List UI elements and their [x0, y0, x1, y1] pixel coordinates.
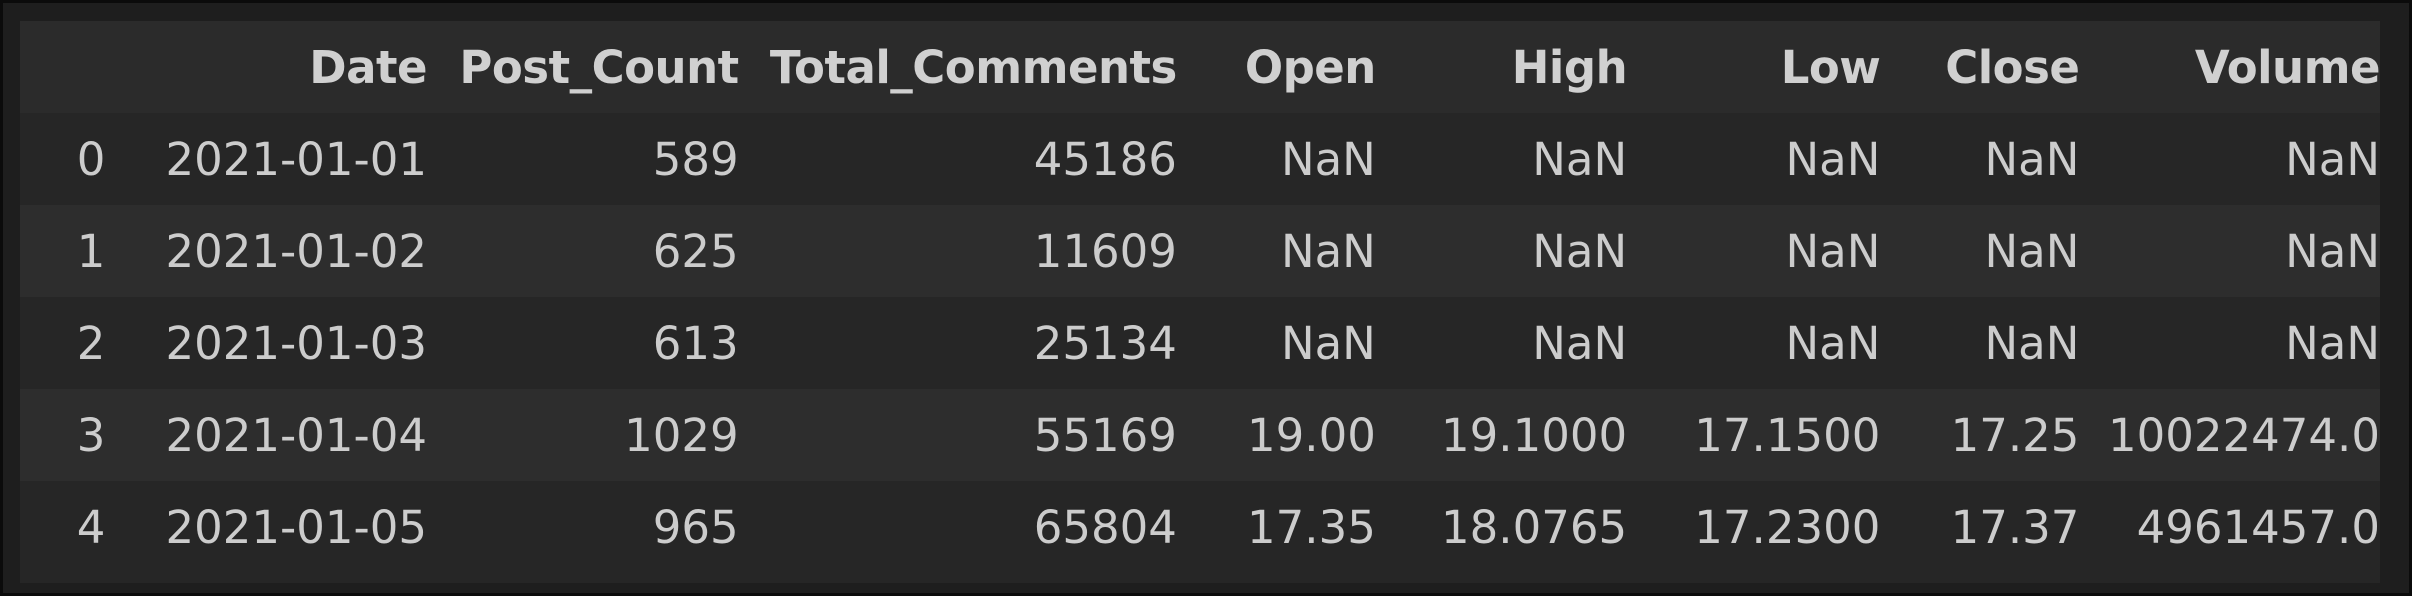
cell-total-comments: 25134 — [1033, 316, 1177, 370]
cell-date: 2021-01-04 — [165, 408, 428, 462]
cell-total-comments: 11609 — [1033, 224, 1177, 278]
cell-date: 2021-01-01 — [165, 132, 428, 186]
column-header-open: Open — [1244, 40, 1377, 94]
cell-high: NaN — [1532, 132, 1628, 186]
cell-post-count: 965 — [652, 500, 739, 554]
table-row: 0 2021-01-01 589 45186 NaN NaN NaN NaN N… — [20, 113, 2380, 205]
cell-high: 18.0765 — [1441, 500, 1628, 554]
cell-post-count: 589 — [652, 132, 739, 186]
cell-total-comments: 45186 — [1033, 132, 1177, 186]
column-header-post-count: Post_Count — [459, 40, 739, 94]
column-header-volume: Volume — [2194, 40, 2381, 94]
cell-total-comments: 55169 — [1033, 408, 1177, 462]
cell-date: 2021-01-03 — [165, 316, 428, 370]
cell-low: NaN — [1785, 316, 1881, 370]
cell-volume: NaN — [2285, 224, 2380, 278]
cell-post-count: 613 — [652, 316, 739, 370]
cell-post-count: 1029 — [624, 408, 739, 462]
row-index: 1 — [76, 224, 106, 278]
row-index: 3 — [76, 408, 106, 462]
cell-open: NaN — [1280, 224, 1376, 278]
cell-volume: 10022474.0 — [2108, 408, 2380, 462]
table-row: 2 2021-01-03 613 25134 NaN NaN NaN NaN N… — [20, 297, 2380, 389]
cell-date: 2021-01-02 — [165, 224, 428, 278]
row-index: 4 — [76, 500, 106, 554]
table-row: 4 2021-01-05 965 65804 17.35 18.0765 17.… — [20, 481, 2380, 573]
cell-open: 19.00 — [1247, 408, 1376, 462]
column-header-high: High — [1511, 40, 1628, 94]
cell-open: NaN — [1280, 316, 1376, 370]
cell-close: 17.25 — [1950, 408, 2080, 462]
cell-volume: NaN — [2285, 316, 2380, 370]
cell-low: 17.1500 — [1694, 408, 1881, 462]
cell-post-count: 625 — [652, 224, 739, 278]
row-index: 0 — [76, 132, 106, 186]
cell-high: NaN — [1532, 316, 1628, 370]
table-bottom-strip — [20, 573, 2380, 583]
column-header-date: Date — [309, 40, 428, 94]
cell-close: 17.37 — [1950, 500, 2080, 554]
cell-date: 2021-01-05 — [165, 500, 428, 554]
table-row: 1 2021-01-02 625 11609 NaN NaN NaN NaN N… — [20, 205, 2380, 297]
header-row: Date Post_Count Total_Comments Open High… — [20, 21, 2380, 113]
cell-close: NaN — [1984, 224, 2080, 278]
cell-close: NaN — [1984, 316, 2080, 370]
column-header-total-comments: Total_Comments — [769, 40, 1178, 94]
cell-high: NaN — [1532, 224, 1628, 278]
cell-low: NaN — [1785, 132, 1881, 186]
cell-high: 19.1000 — [1441, 408, 1628, 462]
cell-close: NaN — [1984, 132, 2080, 186]
cell-total-comments: 65804 — [1033, 500, 1177, 554]
cell-low: 17.2300 — [1694, 500, 1881, 554]
cell-open: 17.35 — [1247, 500, 1376, 554]
cell-volume: NaN — [2285, 132, 2380, 186]
dataframe-table: Date Post_Count Total_Comments Open High… — [20, 21, 2380, 573]
cell-volume: 4961457.0 — [2136, 500, 2380, 554]
column-header-low: Low — [1780, 40, 1881, 94]
column-header-index — [20, 21, 105, 113]
cell-low: NaN — [1785, 224, 1881, 278]
cell-open: NaN — [1280, 132, 1376, 186]
column-header-close: Close — [1945, 40, 2080, 94]
table-row: 3 2021-01-04 1029 55169 19.00 19.1000 17… — [20, 389, 2380, 481]
row-index: 2 — [76, 316, 106, 370]
